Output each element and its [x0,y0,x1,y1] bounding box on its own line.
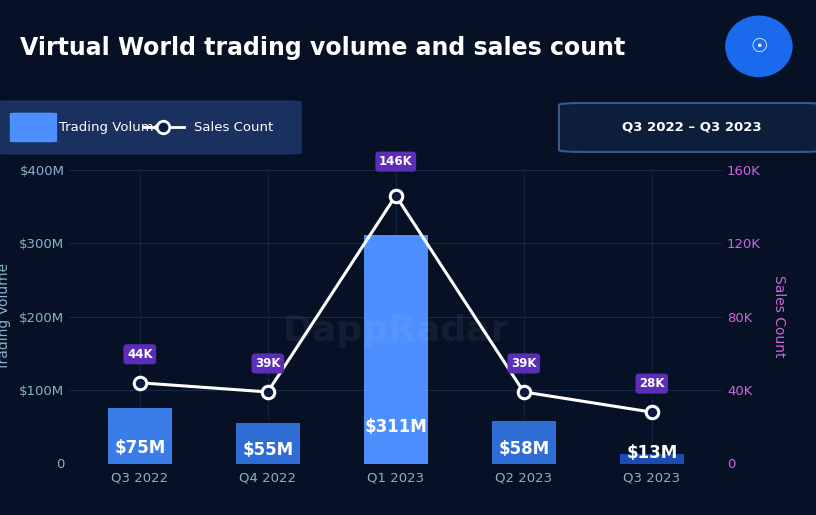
Text: DappRadar: DappRadar [282,314,509,349]
FancyBboxPatch shape [559,103,816,152]
Text: 39K: 39K [255,357,281,370]
Bar [492,421,556,464]
Bar [364,235,428,464]
Bar [236,423,299,464]
Bar [108,408,171,464]
FancyBboxPatch shape [0,100,302,154]
Text: $75M: $75M [114,439,166,457]
Text: 28K: 28K [639,377,664,390]
Text: Sales Count: Sales Count [194,121,273,134]
Text: 39K: 39K [511,357,536,370]
Bar [620,454,684,464]
Y-axis label: Trading Volume: Trading Volume [0,263,11,370]
Text: $13M: $13M [626,444,677,462]
Text: Trading Volume: Trading Volume [59,121,162,134]
Text: Virtual World trading volume and sales count: Virtual World trading volume and sales c… [20,36,626,60]
Circle shape [726,16,792,77]
Text: Q3 2022 – Q3 2023: Q3 2022 – Q3 2023 [622,121,762,134]
Text: 44K: 44K [127,348,153,361]
Y-axis label: Sales Count: Sales Count [772,276,786,358]
Text: $55M: $55M [242,441,293,459]
Text: $311M: $311M [365,418,427,436]
Text: 146K: 146K [379,155,413,168]
Text: ☉: ☉ [750,37,768,56]
FancyBboxPatch shape [10,113,57,142]
Text: $58M: $58M [499,440,549,458]
